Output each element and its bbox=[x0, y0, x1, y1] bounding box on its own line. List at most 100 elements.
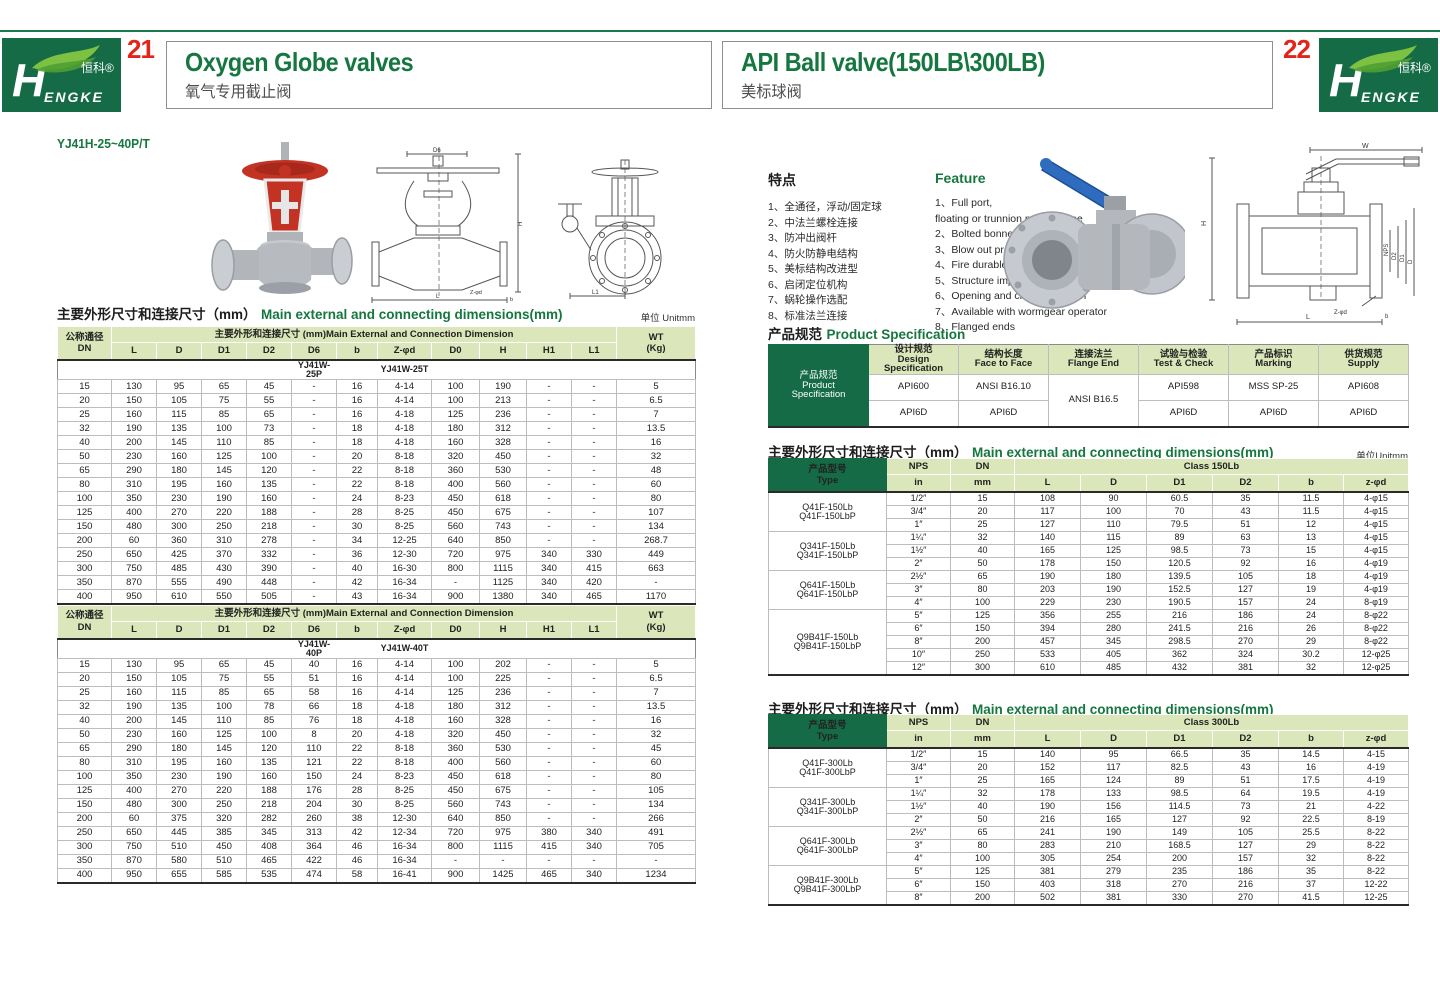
table-cell: 16 bbox=[616, 713, 696, 729]
table-row: 25 160 115 85 65-16 4-18 125 236- -7 bbox=[57, 406, 696, 422]
table-cell: 4-14 bbox=[377, 671, 432, 687]
table-cell: 4-19 bbox=[1342, 773, 1410, 788]
table-cell: 157 bbox=[1212, 595, 1279, 610]
table-cell: 45 bbox=[246, 657, 292, 673]
table-cell: 16-30 bbox=[377, 560, 432, 576]
table-cell: - bbox=[526, 504, 572, 520]
left-dim-section-title: 主要外形尺寸和连接尺寸（mm） Main external and connec… bbox=[57, 303, 695, 324]
table-cell: 457 bbox=[1014, 634, 1081, 649]
table-cell: 135 bbox=[246, 755, 292, 771]
table-cell: 270 bbox=[1212, 890, 1279, 906]
table-cell: 160 bbox=[246, 769, 292, 785]
table-cell: 270 bbox=[1212, 634, 1279, 649]
table-cell: 1/2″ bbox=[886, 746, 951, 762]
table-cell: 535 bbox=[246, 867, 292, 884]
table-cell: 16 bbox=[336, 392, 378, 408]
col-header: D0 bbox=[431, 621, 480, 640]
table-cell: 108 bbox=[1014, 490, 1081, 506]
table-cell: 1″ bbox=[886, 773, 951, 788]
col-header-dn: DN bbox=[950, 457, 1015, 476]
table-cell: 480 bbox=[111, 518, 157, 534]
table-cell: Q41F-300Lb Q41F-300LbP bbox=[768, 746, 887, 788]
table-cell: 150 bbox=[950, 621, 1015, 636]
table-cell: 720 bbox=[431, 546, 480, 562]
table-cell: 18 bbox=[1278, 569, 1344, 584]
table-cell: - bbox=[291, 420, 337, 436]
table-cell: 92 bbox=[1212, 556, 1279, 571]
table-cell: 8-φ19 bbox=[1342, 595, 1410, 610]
table-cell: API608 bbox=[1318, 373, 1409, 401]
list-item: 7、Available with wormgear operator bbox=[935, 305, 1107, 318]
table-cell: 505 bbox=[246, 588, 292, 605]
table-cell: 900 bbox=[431, 867, 480, 884]
table-cell: 250 bbox=[950, 647, 1015, 662]
table-cell: 400 bbox=[57, 588, 112, 605]
table-cell: 360 bbox=[431, 741, 480, 757]
table-cell: 800 bbox=[431, 560, 480, 576]
table-cell: - bbox=[571, 462, 617, 478]
table-cell: API6D bbox=[868, 399, 959, 427]
table-cell: 465 bbox=[246, 853, 292, 869]
table-cell: - bbox=[571, 671, 617, 687]
col-header: H1 bbox=[526, 621, 572, 640]
table-cell: 51 bbox=[291, 671, 337, 687]
table-cell: 4-φ15 bbox=[1342, 517, 1410, 532]
table-cell: 24 bbox=[1278, 608, 1344, 623]
table-cell: 29 bbox=[1278, 838, 1344, 853]
table-cell: 21 bbox=[1278, 799, 1344, 814]
table-cell: 4-φ15 bbox=[1342, 530, 1410, 545]
table-cell: 465 bbox=[571, 588, 617, 605]
table-cell: 4-φ15 bbox=[1342, 543, 1410, 558]
table-cell: 300 bbox=[57, 560, 112, 576]
table-cell: 230 bbox=[156, 490, 202, 506]
table-cell: 850 bbox=[479, 811, 527, 827]
table-cell: 320 bbox=[431, 448, 480, 464]
table-cell: 2″ bbox=[886, 556, 951, 571]
table-cell: 420 bbox=[571, 574, 617, 590]
table-cell: 4-18 bbox=[377, 727, 432, 743]
list-item: 2、Bolted bonnet bbox=[935, 228, 1017, 240]
table-cell: 6″ bbox=[886, 877, 951, 892]
table-cell: 324 bbox=[1212, 647, 1279, 662]
table-cell: 330 bbox=[1146, 890, 1213, 906]
logo-leaf-icon bbox=[32, 45, 100, 70]
col-header-dn: 公称通径 DN bbox=[57, 604, 112, 640]
table-cell: - bbox=[291, 560, 337, 576]
table-cell: 950 bbox=[111, 867, 157, 884]
table-cell: 345 bbox=[246, 825, 292, 841]
table-cell: 25.5 bbox=[1278, 825, 1344, 840]
table-cell: - bbox=[526, 420, 572, 436]
logo-en-text: ENGKE bbox=[1361, 89, 1421, 105]
table-cell: - bbox=[526, 434, 572, 450]
table-cell: 4-18 bbox=[377, 699, 432, 715]
table-cell: 95 bbox=[156, 657, 202, 673]
table-cell: 16-34 bbox=[377, 574, 432, 590]
table-cell: 403 bbox=[1014, 877, 1081, 892]
table-cell: 705 bbox=[616, 839, 696, 855]
table-cell: 32 bbox=[1278, 660, 1344, 676]
table-cell: 4-19 bbox=[1342, 760, 1410, 775]
table-cell: 40 bbox=[336, 560, 378, 576]
table-cell: 160 bbox=[246, 490, 292, 506]
table-cell: 110 bbox=[291, 741, 337, 757]
table-cell: 450 bbox=[479, 448, 527, 464]
table-cell: 16 bbox=[336, 685, 378, 701]
table-cell: - bbox=[526, 783, 572, 799]
table-cell: 8″ bbox=[886, 634, 951, 649]
table-cell: 150 bbox=[291, 769, 337, 785]
features-cn: 特点 1、全通径，浮动/固定球 2、中法兰螺栓连接 3、防冲出阀杆 4、防火防静电结构… bbox=[768, 170, 928, 324]
table-cell: 试验与检验 Test & Check bbox=[1138, 344, 1229, 375]
table-cell: 241 bbox=[1014, 825, 1081, 840]
table-cell: 186 bbox=[1212, 608, 1279, 623]
table-row: 50 230 160 125 100 8 20 4-18 320 450- -32 bbox=[57, 727, 696, 743]
table-cell: 3/4″ bbox=[886, 504, 951, 519]
table-cell: 12-30 bbox=[377, 811, 432, 827]
dim-label-nps: NPS bbox=[1384, 244, 1390, 256]
table-row: 150 480 300 250 218 204 30 8-25 560 743- -134 bbox=[57, 797, 696, 813]
table-cell: 76 bbox=[291, 713, 337, 729]
table-row: Q41F-150Lb Q41F-150LbP 1/2″ 15 108 90 60.5 35 1… bbox=[768, 490, 1410, 532]
table-cell: 98.5 bbox=[1146, 543, 1213, 558]
table-cell: - bbox=[526, 797, 572, 813]
table-cell: 178 bbox=[1014, 556, 1081, 571]
table-cell: 70 bbox=[1146, 504, 1213, 519]
